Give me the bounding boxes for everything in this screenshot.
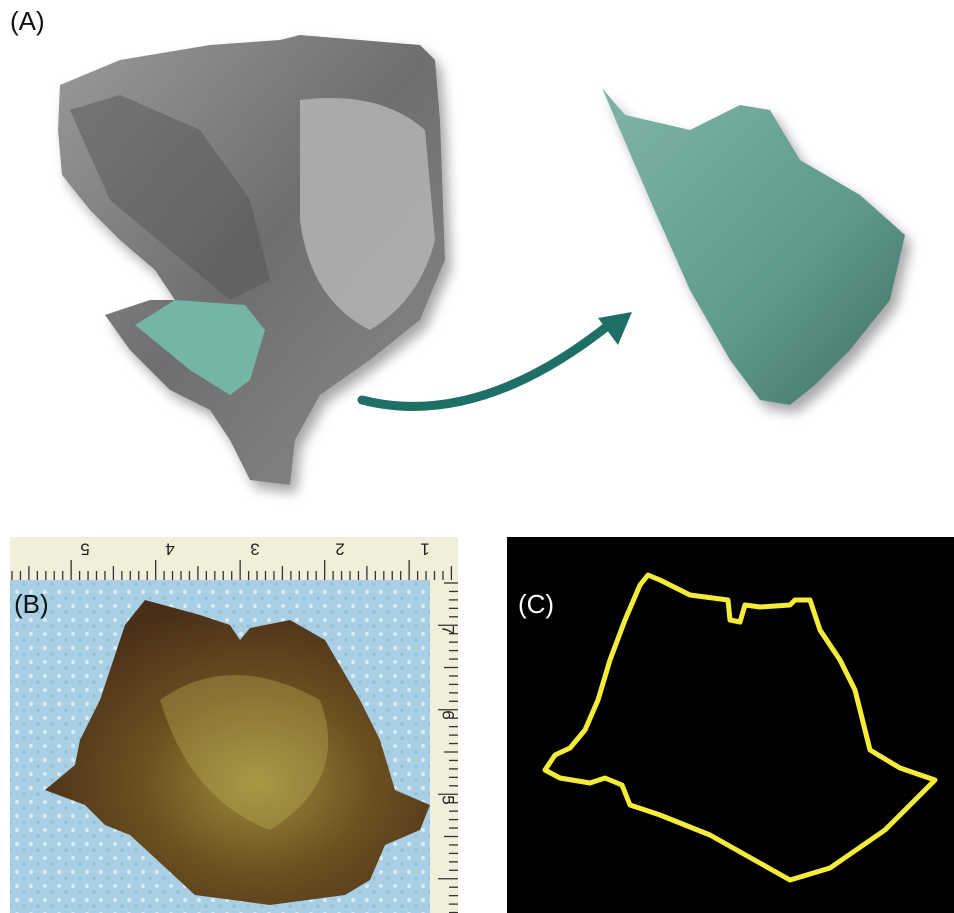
arrow (357, 315, 620, 411)
ruler-number: 5 (80, 540, 89, 559)
ruler-number: 1 (420, 540, 429, 559)
ruler-number: 4 (165, 540, 174, 559)
ruler-number: 7 (439, 625, 458, 634)
ruler-side (430, 580, 458, 913)
panel-label: (A) (10, 6, 45, 36)
ruler-number: 3 (250, 540, 259, 559)
tissue-sample (45, 600, 430, 905)
panel-label: (C) (518, 589, 554, 619)
ruler-number: 2 (335, 540, 344, 559)
ruler-number: 6 (439, 710, 458, 719)
panel-background (507, 537, 954, 913)
skull-model (58, 35, 445, 485)
ruler-top (10, 537, 458, 580)
arrowhead (598, 312, 632, 345)
ruler-number: 5 (439, 795, 458, 804)
panel-a: (A) (10, 6, 905, 485)
tissue-model (602, 88, 905, 405)
outline (542, 572, 938, 883)
panel-c: (C) (507, 537, 954, 913)
panel-b: (B) 5 4 3 2 1 7 6 5 (10, 537, 458, 913)
panel-label: (B) (14, 589, 49, 619)
